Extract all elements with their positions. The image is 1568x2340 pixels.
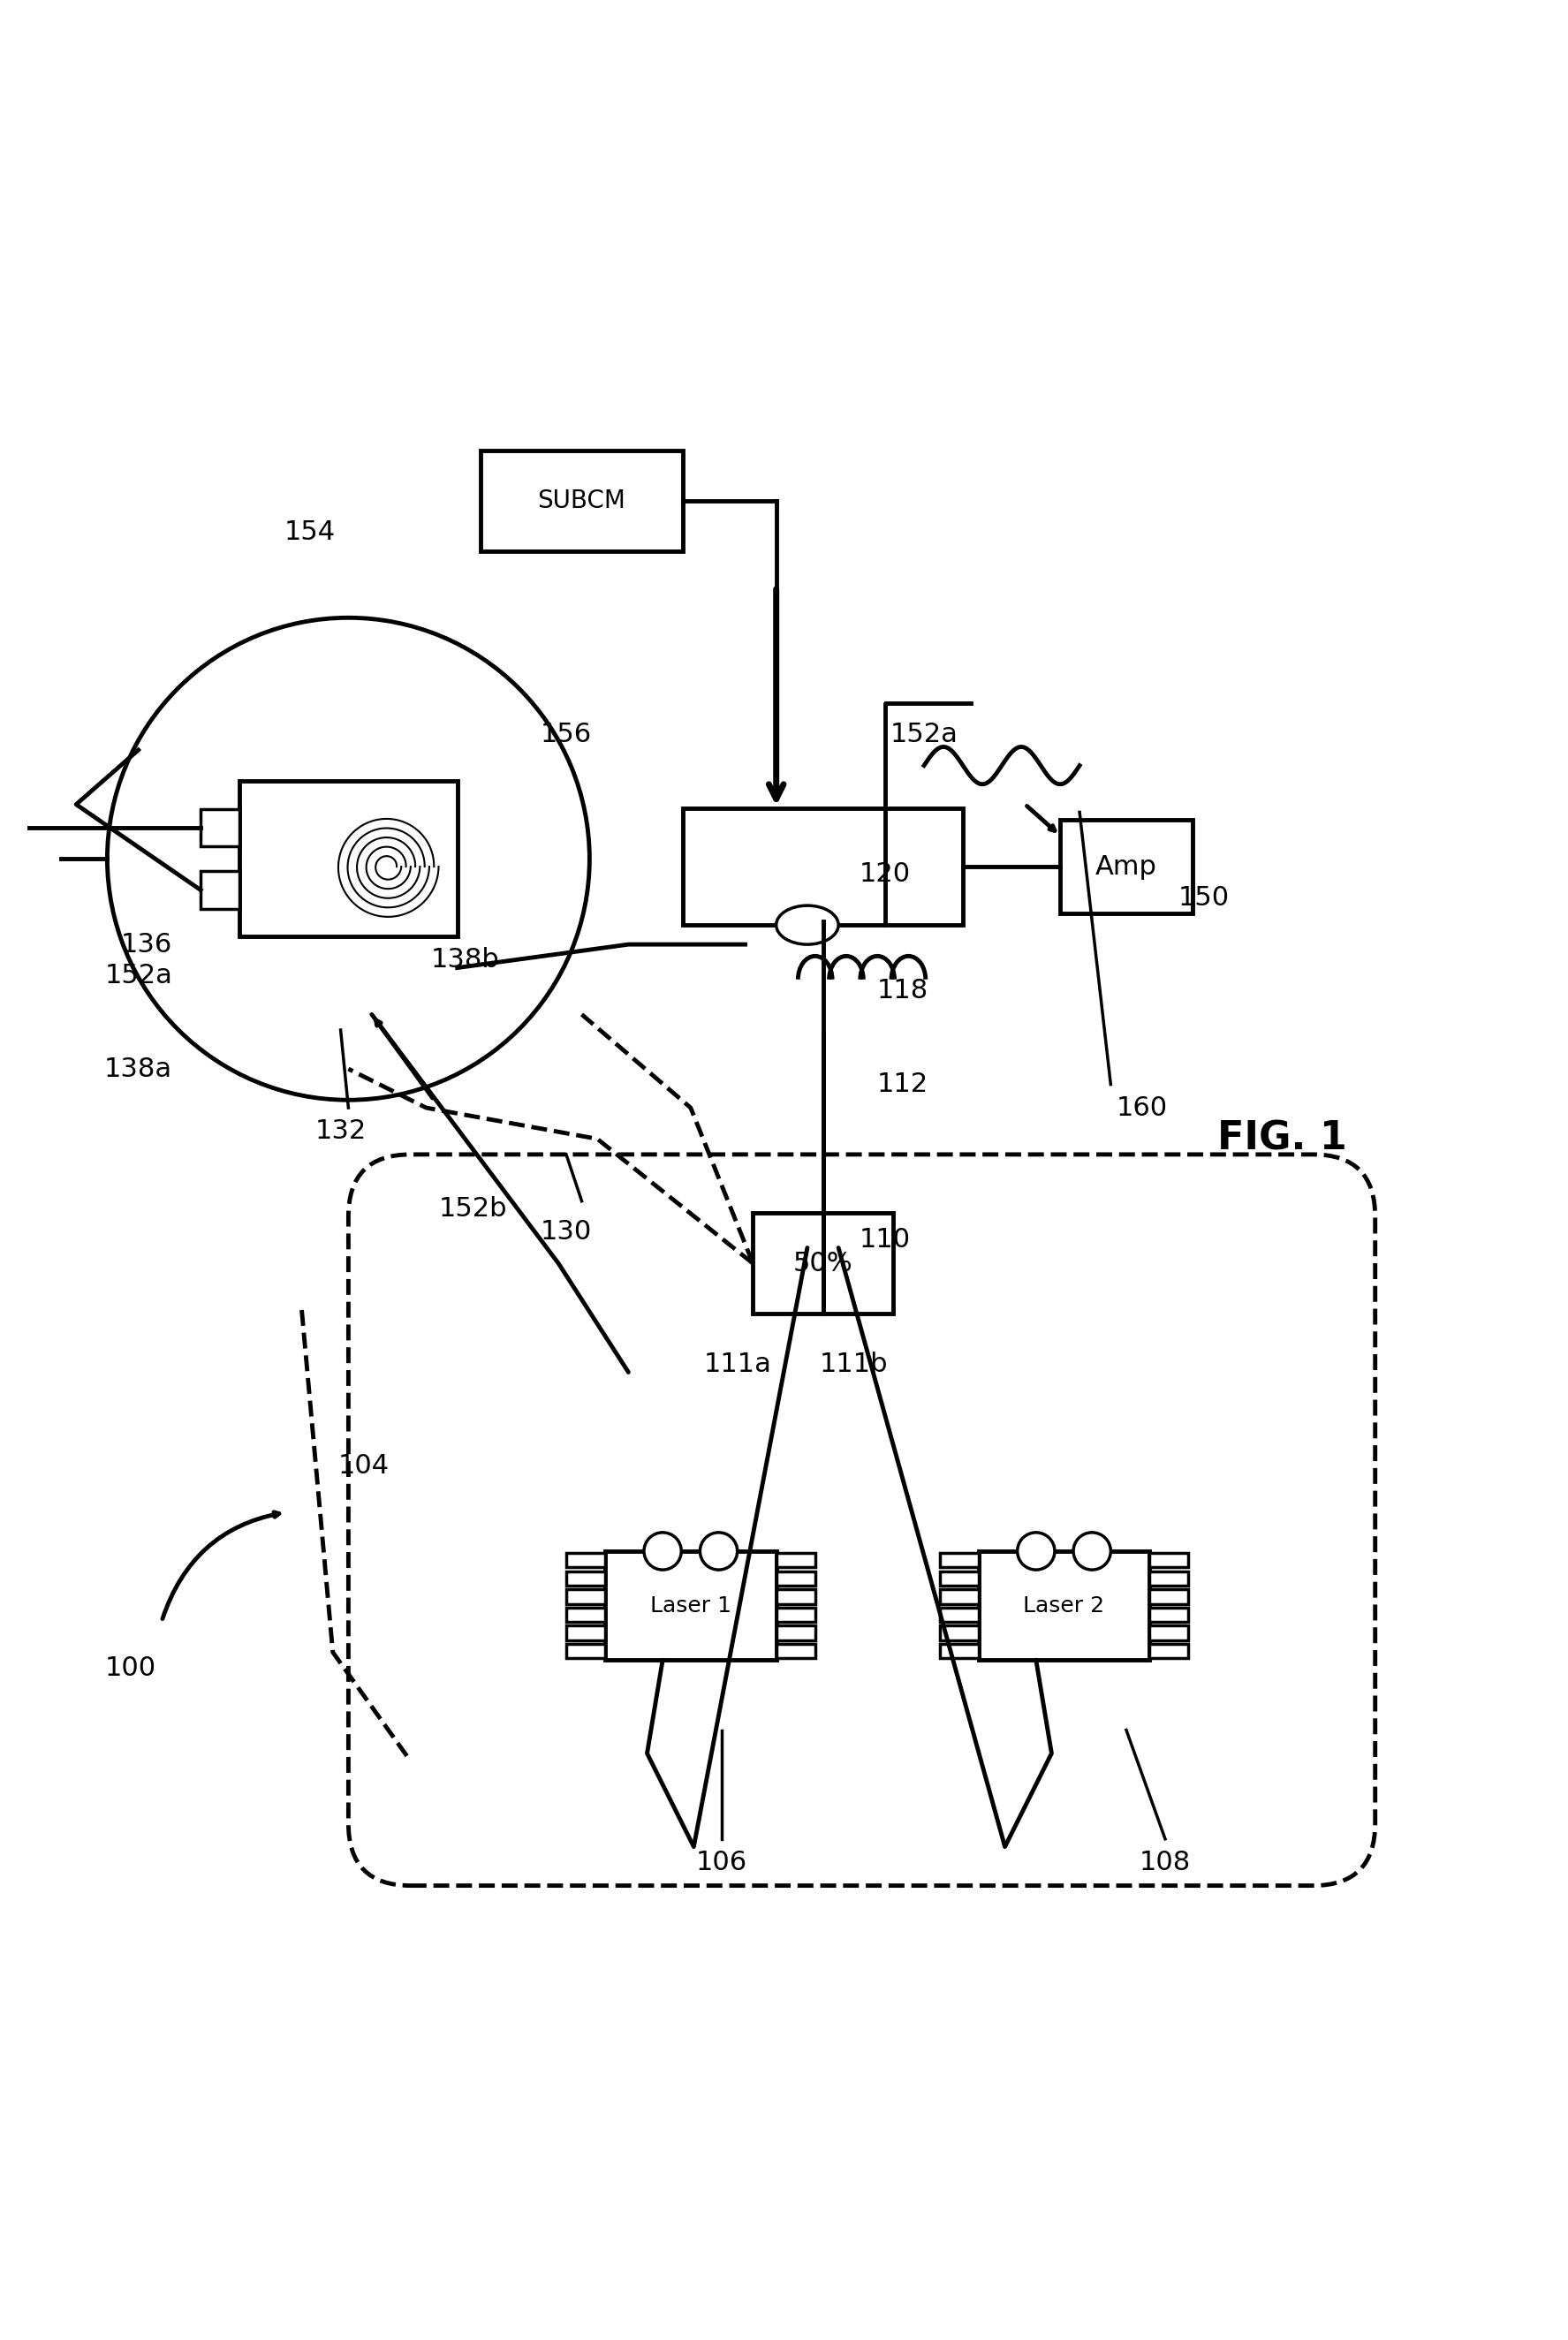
Circle shape: [699, 1533, 737, 1570]
Circle shape: [1074, 1533, 1110, 1570]
Text: 50%: 50%: [793, 1250, 853, 1275]
Text: FIG. 1: FIG. 1: [1217, 1121, 1347, 1158]
Bar: [566, 1589, 605, 1603]
Text: 111a: 111a: [704, 1353, 771, 1378]
Text: 160: 160: [1116, 1095, 1168, 1121]
Text: SUBCM: SUBCM: [538, 489, 626, 512]
Text: 112: 112: [877, 1072, 928, 1097]
Text: 138b: 138b: [431, 948, 500, 973]
Text: 138a: 138a: [105, 1055, 172, 1081]
Text: 152a: 152a: [891, 721, 958, 746]
Bar: [566, 1643, 605, 1659]
Circle shape: [644, 1533, 682, 1570]
Circle shape: [1018, 1533, 1055, 1570]
Text: 120: 120: [859, 861, 911, 887]
Text: 156: 156: [541, 721, 591, 746]
Text: 136: 136: [121, 931, 172, 957]
Bar: [939, 1554, 978, 1568]
Bar: [939, 1589, 978, 1603]
Bar: [776, 1608, 815, 1622]
Bar: [566, 1554, 605, 1568]
Bar: [776, 1589, 815, 1603]
Bar: [776, 1570, 815, 1587]
Bar: [1149, 1626, 1189, 1640]
Text: Amp: Amp: [1096, 854, 1157, 880]
Text: 152a: 152a: [105, 962, 172, 987]
Circle shape: [107, 618, 590, 1100]
Bar: [776, 1643, 815, 1659]
Text: 104: 104: [339, 1453, 389, 1479]
FancyBboxPatch shape: [201, 870, 240, 908]
Bar: [939, 1626, 978, 1640]
Text: 130: 130: [541, 1219, 593, 1245]
Text: Laser 1: Laser 1: [651, 1596, 731, 1617]
Text: 100: 100: [105, 1654, 157, 1680]
FancyBboxPatch shape: [684, 807, 963, 924]
FancyBboxPatch shape: [240, 782, 458, 936]
Bar: [1149, 1589, 1189, 1603]
Bar: [1149, 1570, 1189, 1587]
FancyBboxPatch shape: [481, 452, 684, 552]
FancyBboxPatch shape: [978, 1551, 1149, 1659]
Bar: [939, 1608, 978, 1622]
Bar: [776, 1554, 815, 1568]
Bar: [566, 1608, 605, 1622]
Text: 111b: 111b: [820, 1353, 887, 1378]
Text: 152b: 152b: [439, 1196, 506, 1221]
Ellipse shape: [776, 906, 839, 945]
FancyBboxPatch shape: [753, 1212, 892, 1313]
Text: Laser 2: Laser 2: [1024, 1596, 1105, 1617]
Bar: [776, 1626, 815, 1640]
Bar: [566, 1626, 605, 1640]
Text: 118: 118: [877, 978, 928, 1004]
Bar: [939, 1643, 978, 1659]
Text: 106: 106: [696, 1849, 748, 1874]
Bar: [939, 1570, 978, 1587]
Bar: [566, 1570, 605, 1587]
FancyBboxPatch shape: [201, 810, 240, 847]
FancyBboxPatch shape: [1060, 819, 1192, 913]
Text: 154: 154: [284, 519, 336, 545]
Text: 110: 110: [859, 1226, 911, 1252]
Text: 132: 132: [315, 1119, 367, 1144]
Text: 150: 150: [1179, 885, 1229, 910]
Bar: [1149, 1554, 1189, 1568]
Bar: [1149, 1608, 1189, 1622]
Bar: [1149, 1643, 1189, 1659]
Text: 108: 108: [1140, 1849, 1190, 1874]
FancyBboxPatch shape: [605, 1551, 776, 1659]
